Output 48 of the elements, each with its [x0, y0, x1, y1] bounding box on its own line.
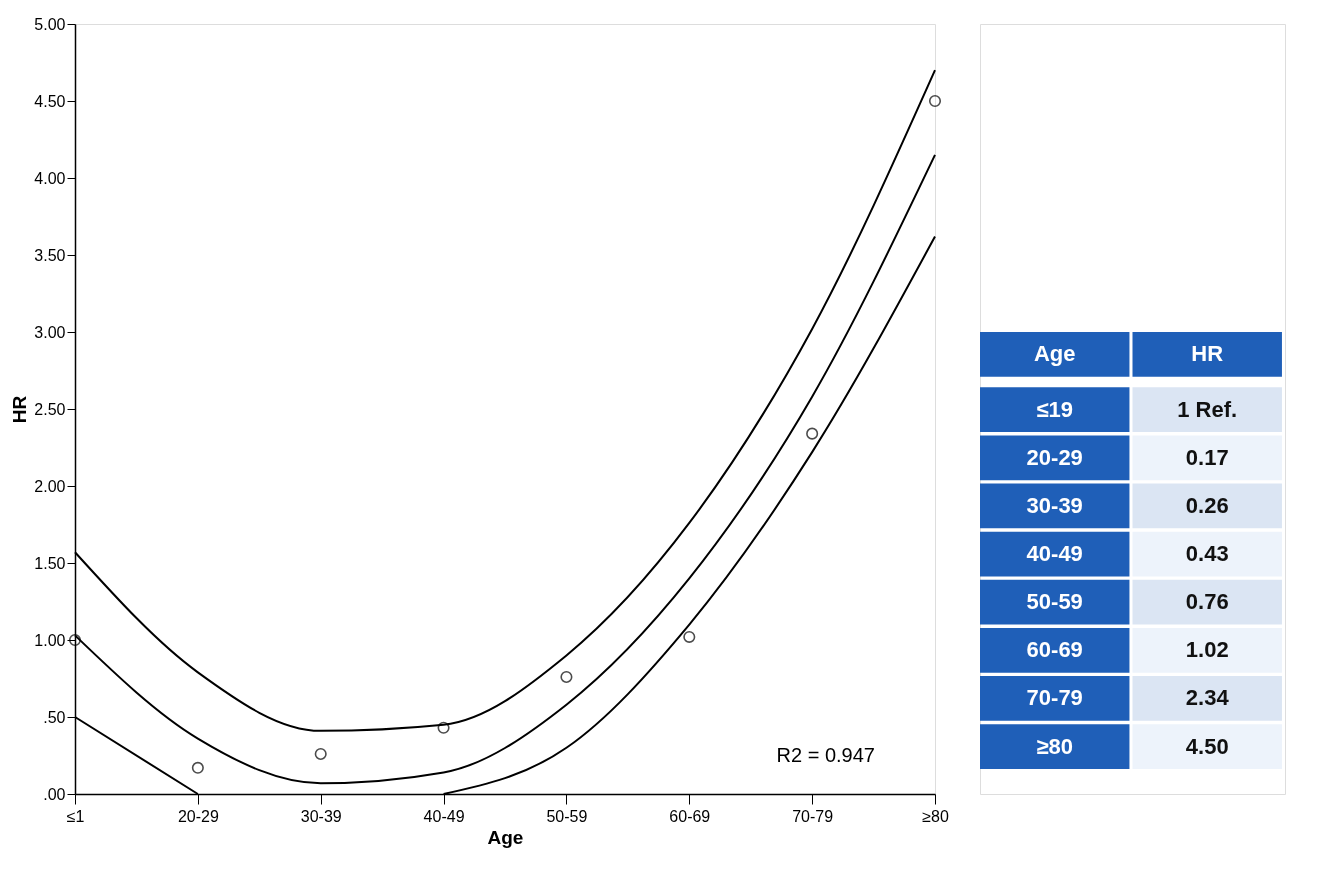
point [314, 747, 327, 760]
x-tick-label: 50-59 [546, 807, 588, 825]
category-label: 20-29 [1026, 444, 1083, 470]
x-tick-label: 40-49 [423, 807, 465, 825]
y-axis-title: HR [9, 395, 31, 424]
annotation: R2 = 0.947 [776, 744, 875, 766]
text: 0.43 [1185, 541, 1229, 567]
y-tick-label: 1.00 [34, 631, 66, 649]
point [683, 630, 696, 643]
y-tick-label: 1.50 [34, 554, 66, 572]
y-tick-label: 5.00 [34, 15, 66, 33]
point [68, 633, 82, 647]
y-tick-label: 4.00 [34, 169, 66, 187]
text: 4.50 [1185, 733, 1229, 759]
point [560, 670, 573, 683]
category-label: 70-79 [1026, 685, 1083, 711]
y-tick-label: .00 [43, 785, 66, 803]
category-label: 60-69 [1026, 637, 1083, 663]
y-tick-label: 3.00 [34, 323, 66, 341]
x-tick-label: ≤1 [66, 807, 85, 825]
x-tick-label: 30-39 [300, 807, 342, 825]
y-tick-label: 3.50 [34, 246, 66, 264]
category-label: 40-49 [1026, 541, 1083, 567]
text: Age [1033, 341, 1076, 367]
x-tick-label: ≥80 [922, 807, 949, 825]
category-label: ≤19 [1036, 396, 1073, 422]
text: HR [1191, 341, 1224, 367]
y-tick-label: 4.50 [34, 92, 66, 110]
point [191, 761, 204, 774]
point [437, 721, 450, 734]
x-tick-label: 70-79 [792, 807, 834, 825]
text: 0.26 [1185, 492, 1229, 518]
point [806, 427, 819, 440]
text: 0.76 [1185, 589, 1229, 615]
x-tick-label: 60-69 [669, 807, 711, 825]
text: 2.34 [1185, 685, 1229, 711]
point [928, 94, 942, 108]
text: 1.02 [1185, 637, 1229, 663]
text: 0.17 [1185, 444, 1229, 470]
category-label: 50-59 [1026, 589, 1083, 615]
category-label: 30-39 [1026, 492, 1083, 518]
x-tick-label: 20-29 [177, 807, 219, 825]
x-axis-title: Age [487, 826, 524, 848]
y-tick-label: .50 [43, 708, 66, 726]
y-tick-label: 2.50 [34, 400, 66, 418]
text: 1 Ref. [1177, 396, 1238, 422]
category-label: ≥80 [1036, 733, 1073, 759]
y-tick-label: 2.00 [34, 477, 66, 495]
